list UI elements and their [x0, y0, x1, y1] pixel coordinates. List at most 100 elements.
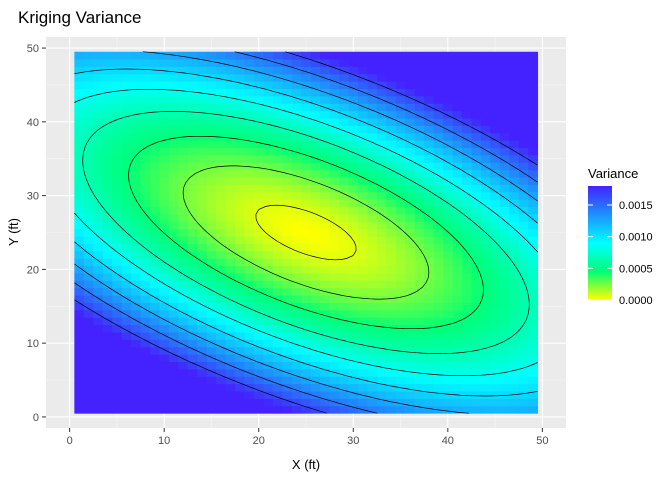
heatmap-cell: [301, 391, 312, 399]
heatmap-cell: [197, 214, 208, 222]
heatmap-cell: [216, 398, 227, 407]
heatmap-cell: [178, 88, 189, 97]
heatmap-cell: [414, 236, 425, 244]
heatmap-cell: [509, 155, 520, 163]
heatmap-cell: [310, 169, 321, 178]
heatmap-cell: [150, 81, 160, 90]
heatmap-cell: [433, 81, 444, 90]
heatmap-cell: [225, 199, 236, 208]
heatmap-cell: [480, 155, 491, 163]
heatmap-cell: [121, 332, 132, 340]
chart-title: Kriging Variance: [18, 8, 141, 27]
heatmap-cell: [424, 295, 435, 303]
heatmap-cell: [452, 206, 463, 215]
heatmap-cell: [358, 51, 368, 60]
heatmap-cell: [301, 162, 312, 171]
heatmap-cell: [462, 228, 472, 237]
heatmap-cell: [235, 265, 245, 274]
heatmap-cell: [301, 361, 312, 370]
heatmap-cell: [433, 383, 444, 392]
heatmap-cell: [499, 361, 510, 370]
heatmap-cell: [490, 177, 501, 185]
heatmap-cell: [414, 287, 425, 296]
heatmap-cell: [329, 228, 340, 237]
heatmap-cell: [339, 295, 349, 303]
heatmap-cell: [348, 184, 359, 193]
heatmap-cell: [74, 354, 85, 363]
heatmap-cell: [443, 132, 453, 141]
heatmap-cell: [150, 162, 160, 171]
heatmap-cell: [197, 147, 208, 156]
heatmap-cell: [206, 273, 217, 281]
heatmap-cell: [376, 346, 387, 355]
heatmap-cell: [272, 376, 283, 385]
heatmap-cell: [329, 250, 340, 259]
heatmap-cell: [424, 228, 435, 237]
heatmap-cell: [414, 51, 425, 60]
heatmap-cell: [197, 324, 208, 333]
heatmap-cell: [112, 250, 123, 259]
heatmap-cell: [471, 140, 482, 149]
heatmap-cell: [443, 184, 453, 193]
heatmap-cell: [310, 258, 321, 267]
heatmap-cell: [244, 354, 255, 363]
heatmap-cell: [272, 199, 283, 208]
heatmap-cell: [386, 103, 397, 112]
heatmap-cell: [424, 81, 435, 90]
heatmap-cell: [509, 221, 520, 230]
heatmap-cell: [102, 339, 113, 348]
heatmap-cell: [358, 66, 368, 75]
heatmap-cell: [452, 324, 463, 333]
heatmap-cell: [112, 184, 123, 193]
heatmap-cell: [414, 214, 425, 222]
heatmap-cell: [490, 280, 501, 289]
heatmap-cell: [187, 250, 198, 259]
heatmap-cell: [83, 191, 94, 200]
heatmap-cell: [263, 177, 274, 185]
heatmap-cell: [112, 295, 123, 303]
heatmap-cell: [235, 191, 245, 200]
heatmap-cell: [471, 59, 482, 67]
heatmap-cell: [490, 155, 501, 163]
heatmap-cell: [263, 88, 274, 97]
heatmap-cell: [376, 228, 387, 237]
heatmap-cell: [272, 191, 283, 200]
heatmap-cell: [301, 295, 312, 303]
heatmap-cell: [150, 250, 160, 259]
heatmap-cell: [178, 147, 189, 156]
heatmap-cell: [178, 118, 189, 126]
heatmap-cell: [471, 147, 482, 156]
heatmap-cell: [254, 214, 264, 222]
heatmap-cell: [414, 383, 425, 392]
heatmap-cell: [348, 332, 359, 340]
heatmap-cell: [291, 169, 302, 178]
heatmap-cell: [376, 191, 387, 200]
heatmap-cell: [320, 398, 331, 407]
heatmap-cell: [102, 273, 113, 281]
heatmap-cell: [462, 265, 472, 274]
heatmap-cell: [121, 398, 132, 407]
heatmap-cell: [462, 332, 472, 340]
heatmap-cell: [197, 132, 208, 141]
heatmap-cell: [235, 206, 245, 215]
heatmap-cell: [74, 221, 85, 230]
heatmap-cell: [244, 302, 255, 311]
heatmap-cell: [282, 405, 293, 414]
heatmap-cell: [358, 125, 368, 134]
heatmap-cell: [367, 125, 378, 134]
heatmap-cell: [471, 280, 482, 289]
heatmap-cell: [225, 132, 236, 141]
heatmap-cell: [159, 302, 170, 311]
heatmap-cell: [150, 59, 160, 67]
heatmap-cell: [358, 317, 368, 326]
heatmap-cell: [131, 236, 141, 244]
heatmap-cell: [206, 250, 217, 259]
heatmap-cell: [528, 383, 539, 392]
heatmap-cell: [443, 317, 453, 326]
heatmap-cell: [376, 354, 387, 363]
heatmap-cell: [471, 110, 482, 119]
heatmap-cell: [93, 191, 104, 200]
heatmap-cell: [301, 317, 312, 326]
heatmap-cell: [102, 191, 113, 200]
heatmap-cell: [112, 332, 123, 340]
